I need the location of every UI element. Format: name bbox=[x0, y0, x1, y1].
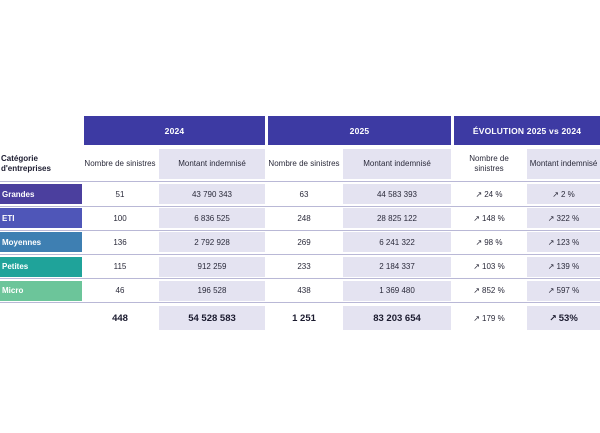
amount-2024-header: Montant indemnisé bbox=[159, 149, 265, 179]
value-cell-c2025: 63 bbox=[299, 189, 309, 199]
amount-2025-header: Montant indemnisé bbox=[343, 149, 451, 179]
value-cell-c2024: 51 bbox=[115, 189, 125, 199]
table-row: Micro 46 196 528 438 1 369 480 ↗ 852 % ↗ 597 % bbox=[0, 280, 600, 301]
category-cell: Micro bbox=[0, 280, 82, 301]
trend-up-icon: ↗ bbox=[475, 189, 483, 199]
category-header: Catégorie d'entreprises bbox=[1, 154, 51, 173]
trend-up-icon: ↗ bbox=[473, 286, 480, 296]
trend-up-icon: ↗ bbox=[473, 262, 480, 272]
value-cell-m2024: 6 836 525 bbox=[159, 208, 265, 229]
evolution-cell-evo_c: ↗ 148 % bbox=[473, 213, 505, 223]
value-cell-c2025: 233 bbox=[297, 262, 311, 272]
header-2025: 2025 bbox=[268, 116, 451, 145]
category-cell: Petites bbox=[0, 256, 82, 277]
value-cell-c2025: 269 bbox=[297, 237, 311, 247]
total-amount-2025: 83 203 654 bbox=[343, 306, 451, 330]
evolution-cell-evo_m: ↗ 322 % bbox=[527, 208, 600, 229]
total-evo-amount: ↗ 53% bbox=[527, 306, 600, 330]
trend-up-icon: ↗ bbox=[547, 286, 555, 296]
value-cell-m2025: 1 369 480 bbox=[343, 280, 451, 301]
value-cell-m2024: 43 790 343 bbox=[159, 184, 265, 204]
total-amount-2024: 54 528 583 bbox=[159, 306, 265, 330]
category-cell: Moyennes bbox=[0, 232, 82, 253]
evolution-cell-evo_m: ↗ 139 % bbox=[527, 256, 600, 277]
value-cell-m2025: 28 825 122 bbox=[343, 208, 451, 229]
evolution-cell-evo_c: ↗ 103 % bbox=[473, 262, 505, 272]
table-row: ETI 100 6 836 525 248 28 825 122 ↗ 148 % ↗ 322 % bbox=[0, 208, 600, 229]
claims-evo-header: Nombre de sinistres bbox=[469, 154, 509, 173]
category-label: Moyennes bbox=[2, 237, 42, 247]
category-label: Micro bbox=[2, 286, 24, 296]
value-cell-m2024: 196 528 bbox=[159, 280, 265, 301]
value-cell-m2025: 2 184 337 bbox=[343, 256, 451, 277]
trend-up-icon: ↗ bbox=[549, 312, 557, 323]
trend-up-icon: ↗ bbox=[552, 189, 559, 199]
sub-header-row: Catégorie d'entreprises Nombre de sinist… bbox=[0, 149, 600, 179]
table-row: Moyennes 136 2 792 928 269 6 241 322 ↗ 98 % ↗ 12… bbox=[0, 232, 600, 253]
trend-up-icon: ↗ bbox=[547, 262, 555, 272]
category-label: ETI bbox=[2, 213, 15, 223]
evolution-cell-evo_m: ↗ 2 % bbox=[527, 184, 600, 204]
trend-up-icon: ↗ bbox=[473, 213, 480, 223]
table-row: Grandes 51 43 790 343 63 44 583 393 ↗ 24 % ↗ 2 % bbox=[0, 184, 600, 204]
trend-up-icon: ↗ bbox=[475, 237, 483, 247]
value-cell-c2024: 115 bbox=[113, 262, 127, 272]
category-label: Petites bbox=[2, 262, 29, 272]
value-cell-m2024: 2 792 928 bbox=[159, 232, 265, 253]
total-claims-2025: 1 251 bbox=[292, 312, 316, 324]
claims-2025-header: Nombre de sinistres bbox=[268, 159, 340, 168]
totals-row: 448 54 528 583 1 251 83 203 654 ↗ 179 % ↗… bbox=[0, 306, 600, 330]
value-cell-c2025: 438 bbox=[297, 286, 311, 296]
evolution-cell-evo_m: ↗ 123 % bbox=[527, 232, 600, 253]
total-claims-2024: 448 bbox=[112, 312, 128, 324]
value-cell-c2025: 248 bbox=[297, 213, 311, 223]
category-cell: Grandes bbox=[0, 184, 82, 204]
trend-up-icon: ↗ bbox=[547, 237, 555, 247]
amount-evo-header: Montant indemnisé bbox=[527, 149, 600, 179]
header-evolution: ÉVOLUTION 2025 vs 2024 bbox=[454, 116, 600, 145]
evolution-cell-evo_c: ↗ 852 % bbox=[473, 286, 505, 296]
value-cell-m2025: 6 241 322 bbox=[343, 232, 451, 253]
trend-up-icon: ↗ bbox=[473, 313, 480, 323]
trend-up-icon: ↗ bbox=[547, 213, 555, 223]
table-row: Petites 115 912 259 233 2 184 337 ↗ 103 % ↗ 139 … bbox=[0, 256, 600, 277]
evolution-cell-evo_c: ↗ 24 % bbox=[475, 189, 503, 199]
category-label: Grandes bbox=[2, 189, 35, 199]
evolution-cell-evo_c: ↗ 98 % bbox=[475, 237, 503, 247]
claims-2024-header: Nombre de sinistres bbox=[84, 159, 156, 168]
value-cell-c2024: 136 bbox=[113, 237, 127, 247]
value-cell-c2024: 100 bbox=[113, 213, 127, 223]
evolution-cell-evo_m: ↗ 597 % bbox=[527, 280, 600, 301]
year-header-row: 2024 2025 ÉVOLUTION 2025 vs 2024 bbox=[0, 116, 600, 145]
value-cell-c2024: 46 bbox=[115, 286, 125, 296]
category-cell: ETI bbox=[0, 208, 82, 229]
header-2024: 2024 bbox=[84, 116, 265, 145]
total-evo-claims: ↗ 179 % bbox=[473, 313, 505, 323]
value-cell-m2025: 44 583 393 bbox=[343, 184, 451, 204]
value-cell-m2024: 912 259 bbox=[159, 256, 265, 277]
